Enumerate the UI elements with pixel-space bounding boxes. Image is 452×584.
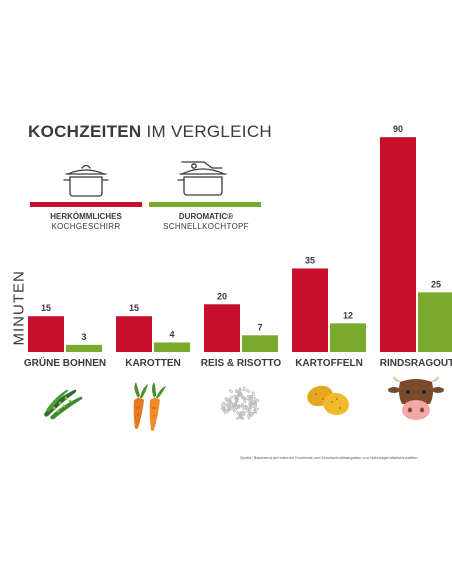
title-light: IM VERGLEICH — [146, 122, 272, 141]
legend-duromatic-light: SCHNELLKOCHTOPF — [163, 222, 249, 231]
pressure-cooker-icon — [177, 161, 227, 196]
value-label-duromatic-4: 25 — [431, 279, 441, 289]
bar-conventional-0 — [28, 316, 64, 352]
value-label-duromatic-3: 12 — [343, 310, 353, 320]
bar-duromatic-2 — [242, 335, 278, 352]
value-label-duromatic-2: 7 — [257, 322, 262, 332]
bar-duromatic-3 — [330, 323, 366, 352]
value-label-conventional-1: 15 — [129, 303, 139, 313]
legend-conventional: HERKÖMMLICHES KOCHGESCHIRR — [26, 212, 146, 232]
value-label-conventional-2: 20 — [217, 291, 227, 301]
legend-duromatic-bold: DUROMATIC® — [178, 212, 234, 221]
value-label-conventional-3: 35 — [305, 255, 315, 265]
bar-conventional-1 — [116, 316, 152, 352]
rice-icon — [220, 386, 260, 421]
bar-duromatic-4 — [418, 292, 452, 352]
cow-icon — [388, 376, 444, 420]
bar-conventional-3 — [292, 268, 328, 352]
legend-duromatic: DUROMATIC® SCHNELLKOCHTOPF — [146, 212, 266, 232]
value-label-duromatic-0: 3 — [81, 332, 86, 342]
title-bold: KOCHZEITEN — [28, 122, 142, 141]
bar-conventional-4 — [380, 137, 416, 352]
category-label-0: GRÜNE BOHNEN — [24, 356, 106, 369]
legend-conventional-bold: HERKÖMMLICHES — [50, 212, 122, 221]
source-note: Quelle: Basierend auf internen Kochtests… — [240, 455, 418, 460]
category-label-2: REIS & RISOTTO — [201, 358, 282, 369]
value-label-conventional-4: 90 — [393, 124, 403, 134]
chart-title: KOCHZEITEN IM VERGLEICH — [28, 122, 272, 142]
category-label-4: RINDSRAGOUT — [380, 358, 452, 369]
legend-conventional-light: KOCHGESCHIRR — [51, 222, 121, 231]
bar-duromatic-0 — [66, 344, 102, 352]
legend-line-duromatic — [149, 202, 261, 207]
category-label-3: KARTOFFELN — [295, 358, 363, 369]
potatoes-icon — [307, 385, 349, 416]
bar-conventional-2 — [204, 304, 240, 352]
value-label-duromatic-1: 4 — [169, 329, 174, 339]
carrots-icon — [133, 382, 166, 431]
category-label-1: KAROTTEN — [125, 358, 181, 369]
legend-line-conventional — [30, 202, 142, 207]
bar-duromatic-1 — [154, 342, 190, 352]
value-label-conventional-0: 15 — [41, 303, 51, 313]
green-beans-icon — [44, 389, 83, 420]
pot-icon — [63, 164, 109, 197]
